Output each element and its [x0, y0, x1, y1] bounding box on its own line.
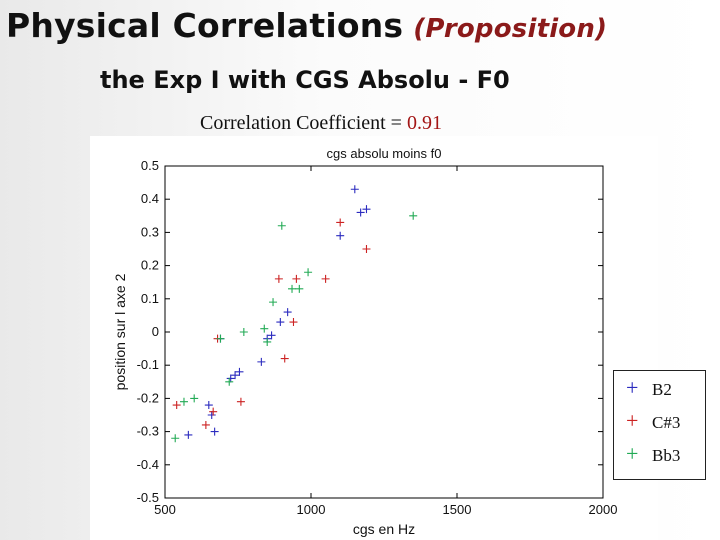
data-point	[207, 411, 216, 419]
data-point	[350, 185, 359, 194]
data-point	[235, 367, 244, 376]
correlation-label: Correlation Coefficient =	[200, 112, 407, 134]
scatter-chart: cgs absolu moins f0 500 1000 1500 2000 0.5 0.4…	[90, 136, 658, 540]
data-point	[267, 331, 276, 340]
series-b2	[184, 185, 371, 439]
legend-item: + B2	[626, 377, 672, 403]
data-point	[304, 268, 313, 277]
data-point	[172, 401, 181, 410]
data-point	[179, 397, 188, 406]
y-tick-label: -0.1	[137, 357, 159, 372]
legend-marker: +	[626, 408, 639, 433]
data-point	[321, 274, 330, 283]
data-point	[283, 308, 292, 317]
data-point	[263, 337, 272, 346]
data-point	[288, 284, 297, 293]
slide-title-main: Physical Correlations	[6, 6, 404, 45]
y-tick-label: 0.3	[141, 224, 159, 239]
data-point	[295, 284, 304, 293]
data-point	[231, 371, 240, 380]
legend-label: C#3	[652, 413, 681, 432]
y-tick-label: -0.5	[137, 490, 159, 505]
x-tick-label: 1500	[443, 502, 472, 517]
data-point	[289, 318, 298, 327]
legend-marker: +	[626, 375, 639, 400]
data-point	[362, 245, 371, 253]
data-point	[204, 401, 213, 410]
data-point	[276, 318, 285, 327]
data-point	[274, 274, 283, 283]
correlation-value: 0.91	[406, 112, 442, 134]
y-axis-label: position sur l axe 2	[112, 273, 128, 390]
data-point	[257, 357, 266, 366]
legend-item: + Bb3	[626, 443, 680, 469]
x-tick-label: 500	[154, 502, 176, 517]
slide-title-proposition: (Proposition)	[413, 14, 608, 44]
data-point	[336, 218, 345, 227]
slide-subtitle: the Exp I with CGS Absolu - F0	[100, 66, 510, 94]
data-point	[280, 354, 289, 363]
data-point	[236, 397, 245, 406]
data-point	[171, 434, 180, 443]
y-tick-label: 0.5	[141, 158, 159, 173]
legend-marker: +	[626, 441, 639, 466]
y-tick-label: -0.2	[137, 390, 159, 405]
data-point	[209, 407, 218, 416]
legend-label: Bb3	[652, 446, 681, 465]
x-axis-label: cgs en Hz	[353, 521, 415, 537]
correlation-line: Correlation Coefficient = 0.91	[200, 112, 442, 135]
y-tick-label: 0.4	[141, 191, 159, 206]
data-point	[269, 298, 278, 307]
data-point	[362, 205, 371, 214]
data-point	[216, 334, 225, 343]
y-tick-label: 0	[152, 324, 159, 339]
data-point	[277, 221, 286, 230]
y-tick-label: 0.2	[141, 258, 159, 273]
y-tick-label: -0.3	[137, 424, 159, 439]
data-point	[409, 211, 418, 220]
data-point	[226, 374, 235, 383]
x-tick-label: 1000	[297, 502, 326, 517]
x-tick-label: 2000	[589, 502, 618, 517]
data-point	[201, 420, 210, 429]
chart-title: cgs absolu moins f0	[327, 146, 442, 161]
data-point	[184, 430, 193, 439]
y-tick-label: 0.1	[141, 291, 159, 306]
y-tick-label: -0.4	[137, 457, 159, 472]
series-bb3	[171, 211, 418, 443]
data-point	[260, 324, 269, 333]
chart-legend: + B2 + C#3 + Bb3	[613, 370, 706, 480]
legend-item: + C#3	[626, 410, 680, 436]
data-point	[239, 328, 248, 336]
data-point	[210, 427, 219, 436]
data-point	[356, 208, 365, 217]
data-point	[190, 394, 199, 403]
slide-title: Physical Correlations (Proposition)	[6, 6, 607, 45]
data-point	[336, 231, 345, 240]
data-point	[225, 377, 234, 386]
data-point	[292, 274, 301, 283]
legend-label: B2	[652, 380, 672, 399]
